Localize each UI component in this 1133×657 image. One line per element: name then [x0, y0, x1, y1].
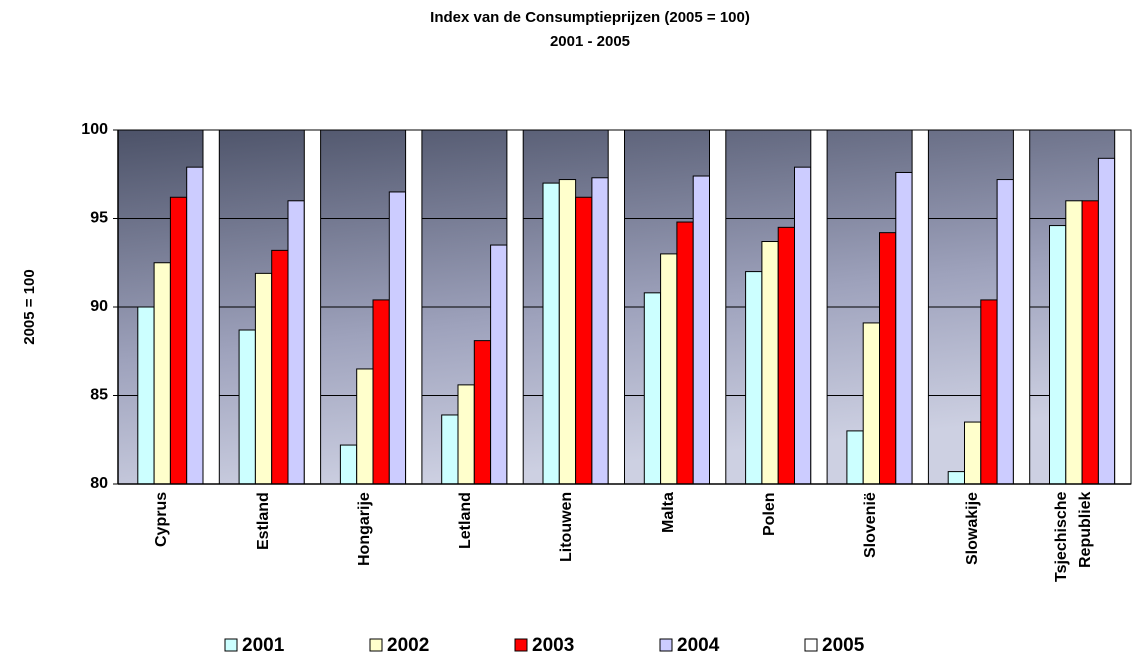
- bar: [1097, 157, 1116, 485]
- bar: [643, 292, 662, 485]
- bar: [372, 299, 390, 485]
- x-tick-label: Cyprus: [153, 492, 171, 548]
- y-axis-label: 2005 = 100: [21, 269, 38, 345]
- bar: [607, 129, 626, 485]
- bar: [745, 271, 763, 485]
- bar: [441, 414, 459, 485]
- bar: [895, 171, 913, 485]
- y-tick-label: 90: [90, 298, 108, 315]
- legend-swatch: [224, 638, 238, 652]
- bar: [287, 200, 305, 485]
- bar: [879, 232, 897, 485]
- bar: [964, 421, 982, 485]
- x-tick-label: Estland: [254, 492, 272, 550]
- legend-label: 2001: [242, 635, 285, 656]
- bar: [575, 196, 593, 485]
- bar: [303, 129, 322, 485]
- x-tick-label: Tsjechische Republiek: [1052, 492, 1094, 583]
- bar: [1012, 129, 1031, 485]
- y-tick-label: 80: [90, 475, 108, 492]
- bar: [490, 244, 508, 485]
- bar: [660, 253, 678, 485]
- bar: [271, 249, 289, 485]
- bar: [558, 179, 577, 485]
- bar: [473, 340, 492, 485]
- bar: [202, 129, 220, 485]
- bar: [186, 166, 204, 485]
- bar: [153, 262, 171, 485]
- legend-label: 2002: [387, 635, 429, 656]
- bar: [405, 129, 423, 485]
- chart-title: Index van de Consumptieprijzen (2005 = 1…: [430, 9, 750, 26]
- bar: [1049, 225, 1067, 485]
- legend-label: 2003: [532, 635, 574, 656]
- bar: [457, 384, 475, 485]
- bar: [1065, 200, 1083, 485]
- bar: [980, 299, 998, 485]
- bar: [591, 177, 609, 485]
- x-tick-label: Letland: [457, 492, 475, 549]
- legend-swatch: [804, 638, 818, 652]
- bar: [238, 329, 256, 485]
- bar: [388, 191, 407, 485]
- bar: [339, 444, 358, 485]
- bar: [947, 471, 966, 485]
- y-tick-label: 95: [90, 210, 108, 227]
- x-tick-label: Litouwen: [558, 492, 576, 563]
- legend-label: 2005: [822, 635, 865, 656]
- bar: [810, 129, 828, 485]
- bar: [1081, 200, 1099, 485]
- bar: [254, 272, 273, 485]
- x-tick-label: Polen: [761, 492, 779, 536]
- bar: [911, 129, 929, 485]
- legend-label: 2004: [677, 635, 720, 656]
- y-tick-label: 85: [90, 387, 108, 404]
- bar: [846, 430, 864, 485]
- x-tick-label: Slovenië: [862, 492, 880, 558]
- chart-subtitle: 2001 - 2005: [550, 33, 630, 50]
- bar: [676, 221, 694, 485]
- x-tick-label: Malta: [659, 492, 677, 533]
- x-tick-label: Hongarije: [355, 492, 373, 566]
- bar: [709, 129, 727, 485]
- bar: [777, 226, 796, 485]
- legend-swatch: [659, 638, 673, 652]
- legend-swatch: [369, 638, 383, 652]
- bar: [692, 175, 711, 485]
- bar: [169, 196, 188, 485]
- bar: [862, 322, 881, 485]
- bar: [761, 241, 779, 485]
- bar: [506, 129, 524, 485]
- bar: [996, 179, 1014, 485]
- x-tick-label: Slowakije: [963, 492, 981, 565]
- bar: [794, 166, 812, 485]
- bar: [137, 306, 155, 485]
- bar: [1114, 129, 1132, 485]
- bar: [542, 182, 560, 485]
- y-tick-label: 100: [81, 121, 108, 138]
- legend-swatch: [514, 638, 528, 652]
- bar: [356, 368, 374, 485]
